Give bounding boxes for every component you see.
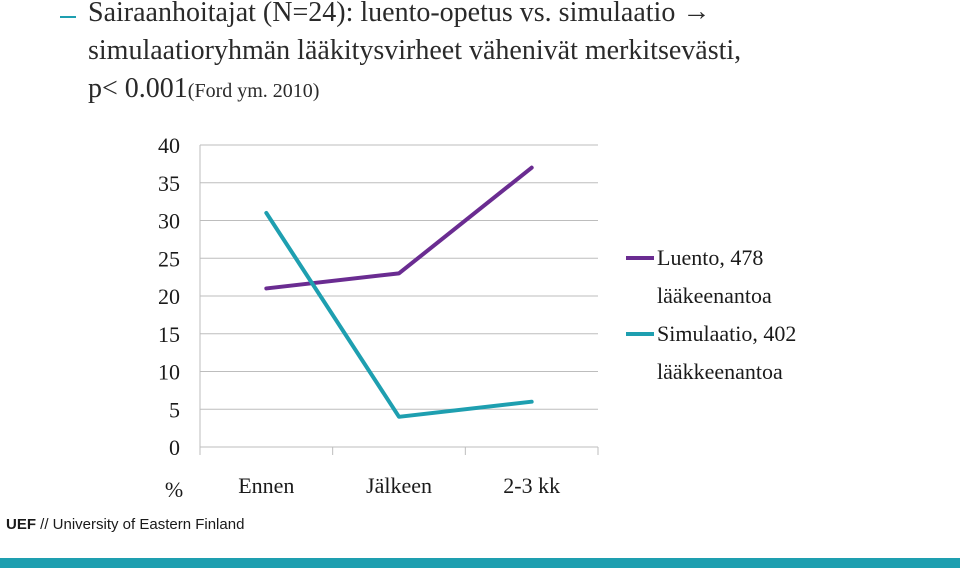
footer-brand: UEF: [6, 516, 36, 533]
legend-label-line1: Simulaatio, 402: [657, 321, 796, 346]
y-tick-label: 15: [158, 322, 180, 347]
y-tick-label: 10: [158, 360, 180, 385]
footer-accent-bar: [0, 558, 960, 568]
arrow-right-icon: →: [682, 0, 711, 27]
x-category-label: Ennen: [238, 473, 294, 498]
series-line-0: [264, 165, 534, 291]
legend-label-line2: lääkkeenantoa: [657, 359, 783, 384]
x-category-label: 2-3 kk: [503, 473, 560, 498]
footer-text: UEF // University of Eastern Finland: [6, 516, 244, 533]
y-tick-label: 25: [158, 246, 180, 271]
y-tick-labels: 0 5 10 15 20 25 30 35 40: [158, 133, 180, 460]
grid-lines: [199, 144, 599, 455]
legend-label-line2: lääkeenantoa: [657, 283, 772, 308]
series-lines: [264, 165, 534, 419]
citation: (Ford ym. 2010): [187, 80, 320, 102]
slide-title: Sairaanhoitajat (N=24): luento-opetus vs…: [88, 0, 948, 110]
y-tick-label: 40: [158, 133, 180, 158]
legend-label-line1: Luento, 478: [657, 245, 763, 270]
x-category-label: Jälkeen: [366, 473, 432, 498]
title-line-2: simulaatioryhmän lääkitysvirheet väheniv…: [88, 35, 742, 66]
legend: Luento, 478 lääkeenantoa Simulaatio, 402 lä…: [626, 245, 796, 384]
line-chart: 0 5 10 15 20 25 30 35 40 Ennen Jälkeen 2-3 kk % Lu…: [158, 133, 796, 502]
y-tick-label: 30: [158, 209, 180, 234]
x-category-labels: Ennen Jälkeen 2-3 kk: [238, 473, 560, 498]
title-line-3: p< 0.001: [88, 73, 188, 104]
y-tick-label: 35: [158, 171, 180, 196]
y-axis-label: %: [165, 477, 183, 502]
bullet-dash: [60, 16, 76, 18]
series-line-1: [264, 210, 534, 419]
title-main: Sairaanhoitajat (N=24): luento-opetus vs…: [88, 0, 676, 28]
footer-university: // University of Eastern Finland: [36, 516, 245, 533]
y-tick-label: 0: [169, 435, 180, 460]
y-tick-label: 20: [158, 284, 180, 309]
y-tick-label: 5: [169, 397, 180, 422]
